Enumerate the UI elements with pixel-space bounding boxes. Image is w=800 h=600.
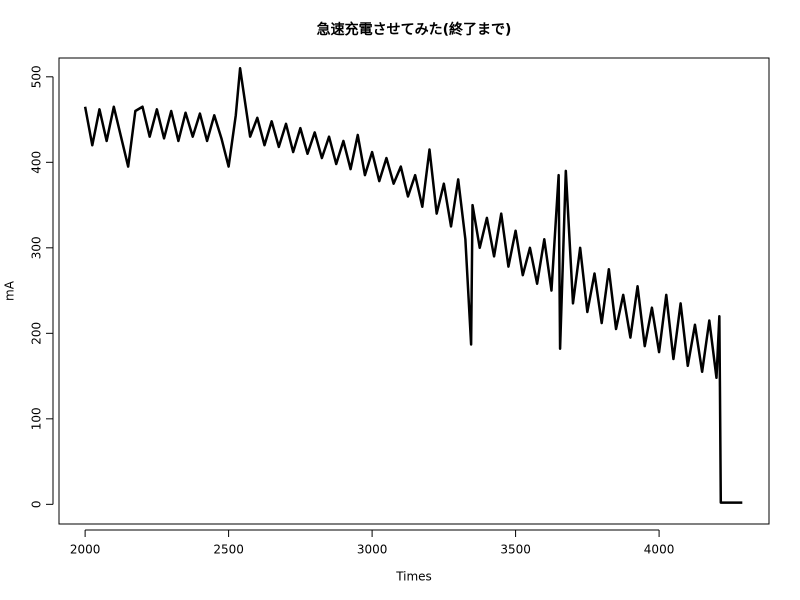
x-tick-label: 3000 xyxy=(357,543,388,557)
y-axis-label: mA xyxy=(3,280,17,301)
x-tick-label: 3500 xyxy=(500,543,531,557)
y-tick-label: 100 xyxy=(30,407,44,430)
data-line xyxy=(83,67,743,504)
x-tick-label: 4000 xyxy=(644,543,675,557)
chart-title: 急速充電させてみた(終了まで) xyxy=(317,21,512,38)
y-tick-label: 200 xyxy=(30,322,44,345)
y-tick-label: 500 xyxy=(30,65,44,88)
x-tick-label: 2000 xyxy=(70,543,101,557)
y-tick-label: 400 xyxy=(30,151,44,174)
x-axis-label: Times xyxy=(395,570,432,584)
plot-frame xyxy=(58,57,770,525)
y-tick-label: 300 xyxy=(30,236,44,259)
x-tick-label: 2500 xyxy=(213,543,244,557)
y-tick-label: 0 xyxy=(30,501,44,509)
